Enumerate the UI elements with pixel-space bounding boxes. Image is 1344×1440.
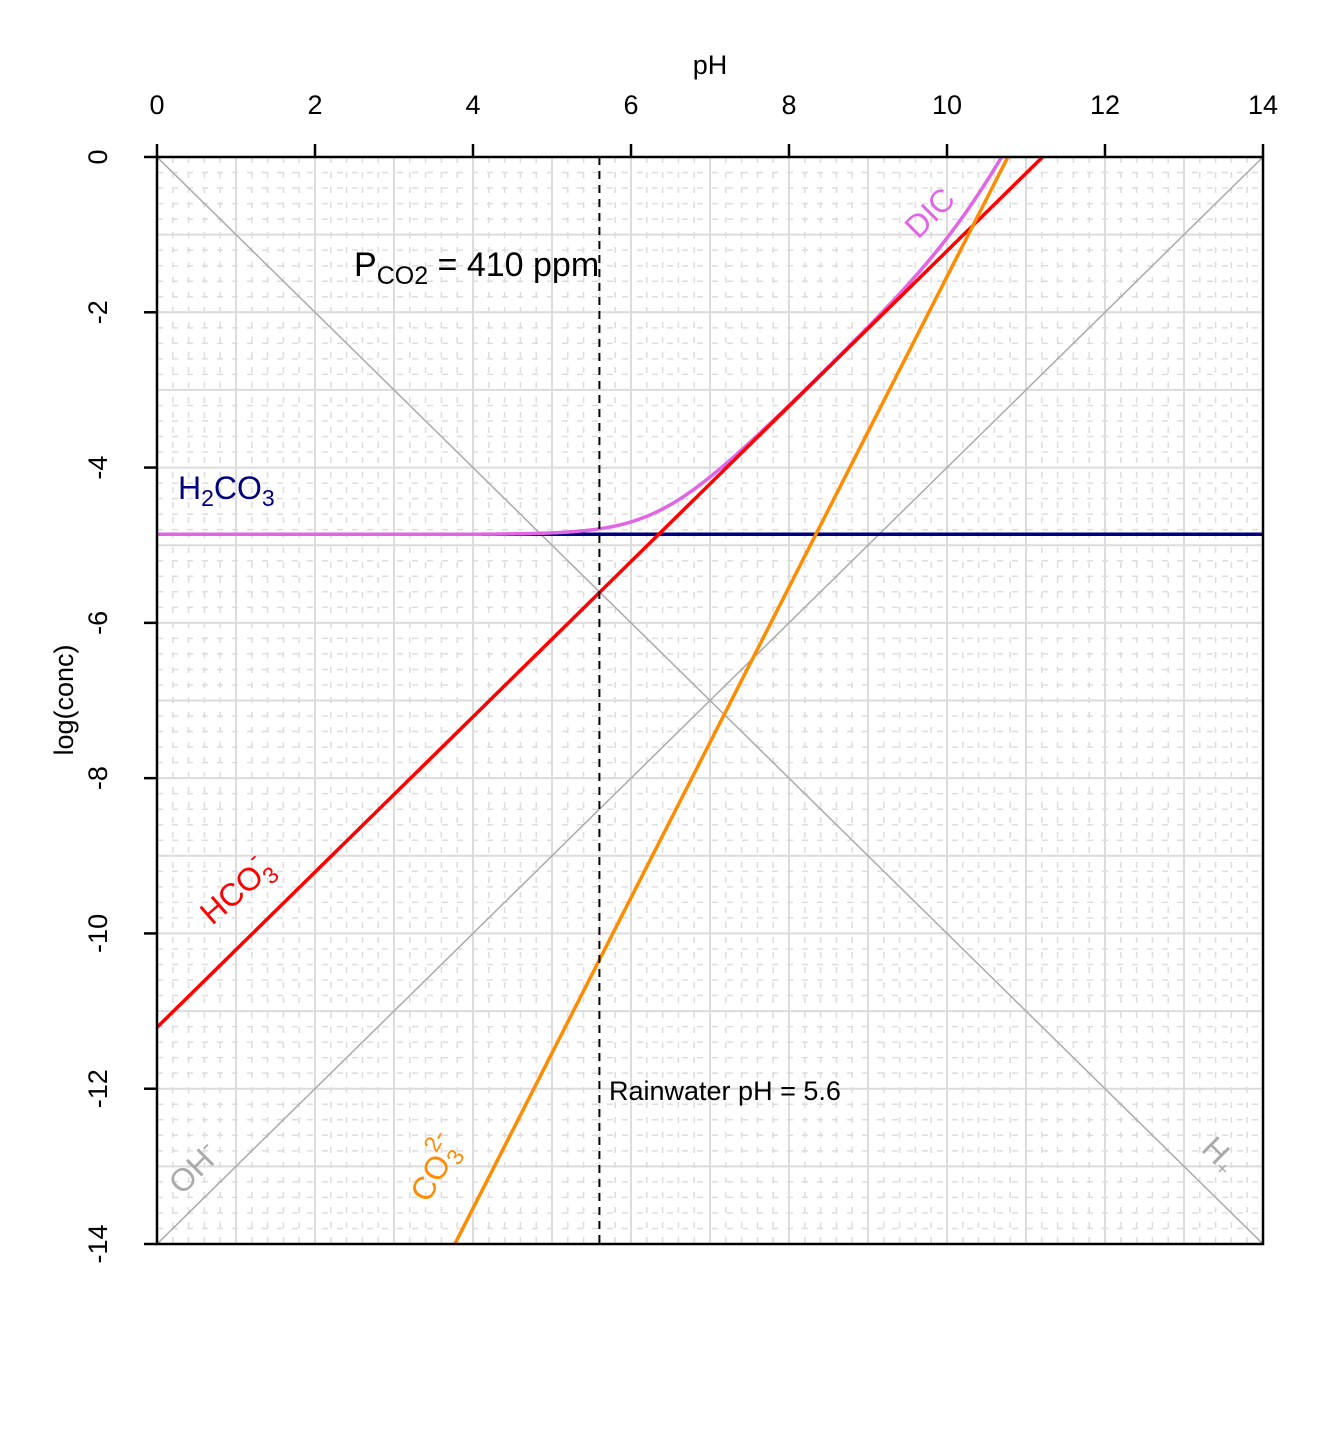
grid (156, 156, 1264, 1245)
x-tick-label: 6 (623, 90, 638, 120)
x-tick-label: 10 (932, 90, 962, 120)
x-tick-label: 2 (307, 90, 322, 120)
series-lines (155, 155, 1264, 1245)
x-tick-label: 0 (149, 90, 164, 120)
label-h: H+ (1194, 1129, 1245, 1180)
axes: 0 2 4 6 8 10 12 14 0 -2 -4 -6 -8 -10 -12 -14 (83, 90, 1278, 1264)
y-tick-label: -8 (83, 766, 113, 790)
plot-frame (155, 155, 1265, 1246)
label-h2co3: H2CO3 (178, 470, 275, 511)
x-tick-label: 14 (1248, 90, 1278, 120)
pco2-annotation: PCO2 = 410 ppm (354, 246, 599, 290)
label-oh: OH- (159, 1133, 227, 1201)
series-line-co32 (453, 156, 1010, 1245)
y-tick-label: -12 (83, 1069, 113, 1108)
y-tick-label: -14 (83, 1224, 113, 1263)
x-axis-label: pH (693, 50, 728, 80)
y-tick-label: -4 (83, 456, 113, 480)
y-tick-label: -10 (83, 914, 113, 953)
y-axis-label: log(conc) (49, 644, 79, 755)
series-line-oh (156, 156, 1264, 1245)
y-tick-label: -2 (83, 300, 113, 324)
x-tick-label: 12 (1090, 90, 1120, 120)
x-tick-label: 8 (781, 90, 796, 120)
y-tick-label: -6 (83, 611, 113, 635)
x-tick-label: 4 (465, 90, 480, 120)
rainwater-label: Rainwater pH = 5.6 (609, 1076, 841, 1106)
y-tick-label: 0 (83, 149, 113, 164)
